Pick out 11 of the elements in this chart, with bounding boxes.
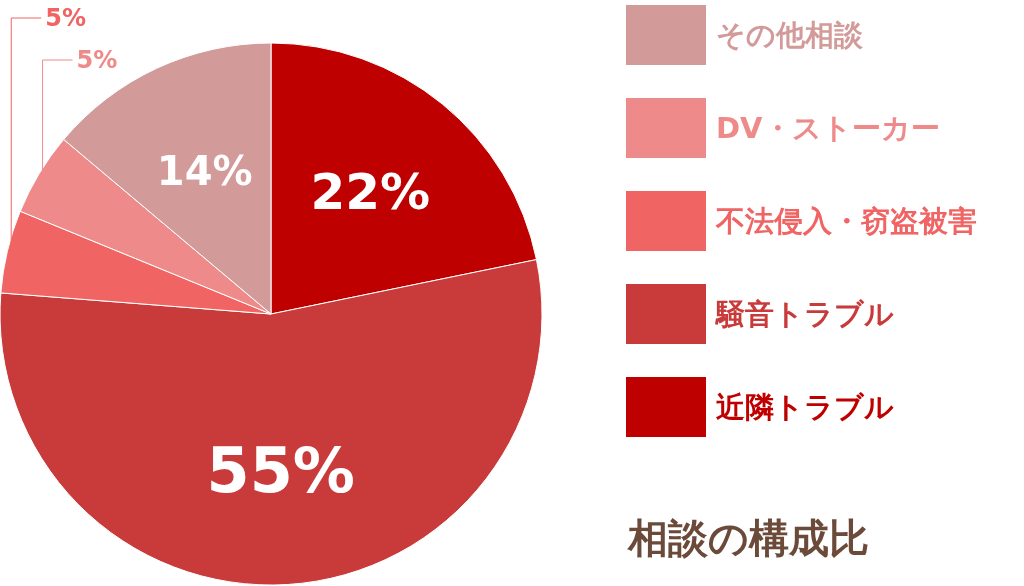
data-label: 5% (45, 4, 86, 32)
legend-label: DV・ストーカー (716, 111, 940, 145)
legend-label: その他相談 (716, 18, 864, 52)
legend-label: 近隣トラブル (716, 390, 894, 424)
data-label: 5% (76, 46, 118, 74)
legend-label: 不法侵入・窃盗被害 (715, 204, 977, 238)
text: 相談の構成比 (627, 515, 869, 561)
data-label: 14% (156, 148, 253, 195)
legend-label: 騒音トラブル (714, 297, 894, 331)
data-label: 22% (310, 163, 431, 222)
data-label: 55% (206, 434, 355, 508)
